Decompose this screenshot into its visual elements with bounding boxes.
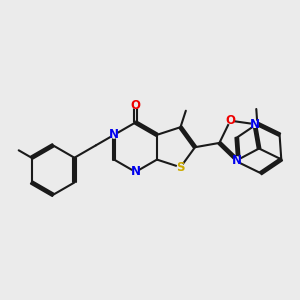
Text: O: O	[225, 114, 235, 127]
Circle shape	[132, 102, 139, 108]
Circle shape	[111, 132, 117, 138]
Text: N: N	[232, 154, 242, 166]
Circle shape	[234, 157, 240, 163]
Circle shape	[177, 164, 184, 170]
Circle shape	[227, 118, 233, 124]
Circle shape	[251, 121, 258, 127]
Text: N: N	[109, 128, 119, 141]
Circle shape	[132, 169, 139, 175]
Text: N: N	[130, 166, 140, 178]
Text: N: N	[250, 118, 260, 130]
Text: S: S	[176, 161, 185, 174]
Text: O: O	[130, 99, 140, 112]
